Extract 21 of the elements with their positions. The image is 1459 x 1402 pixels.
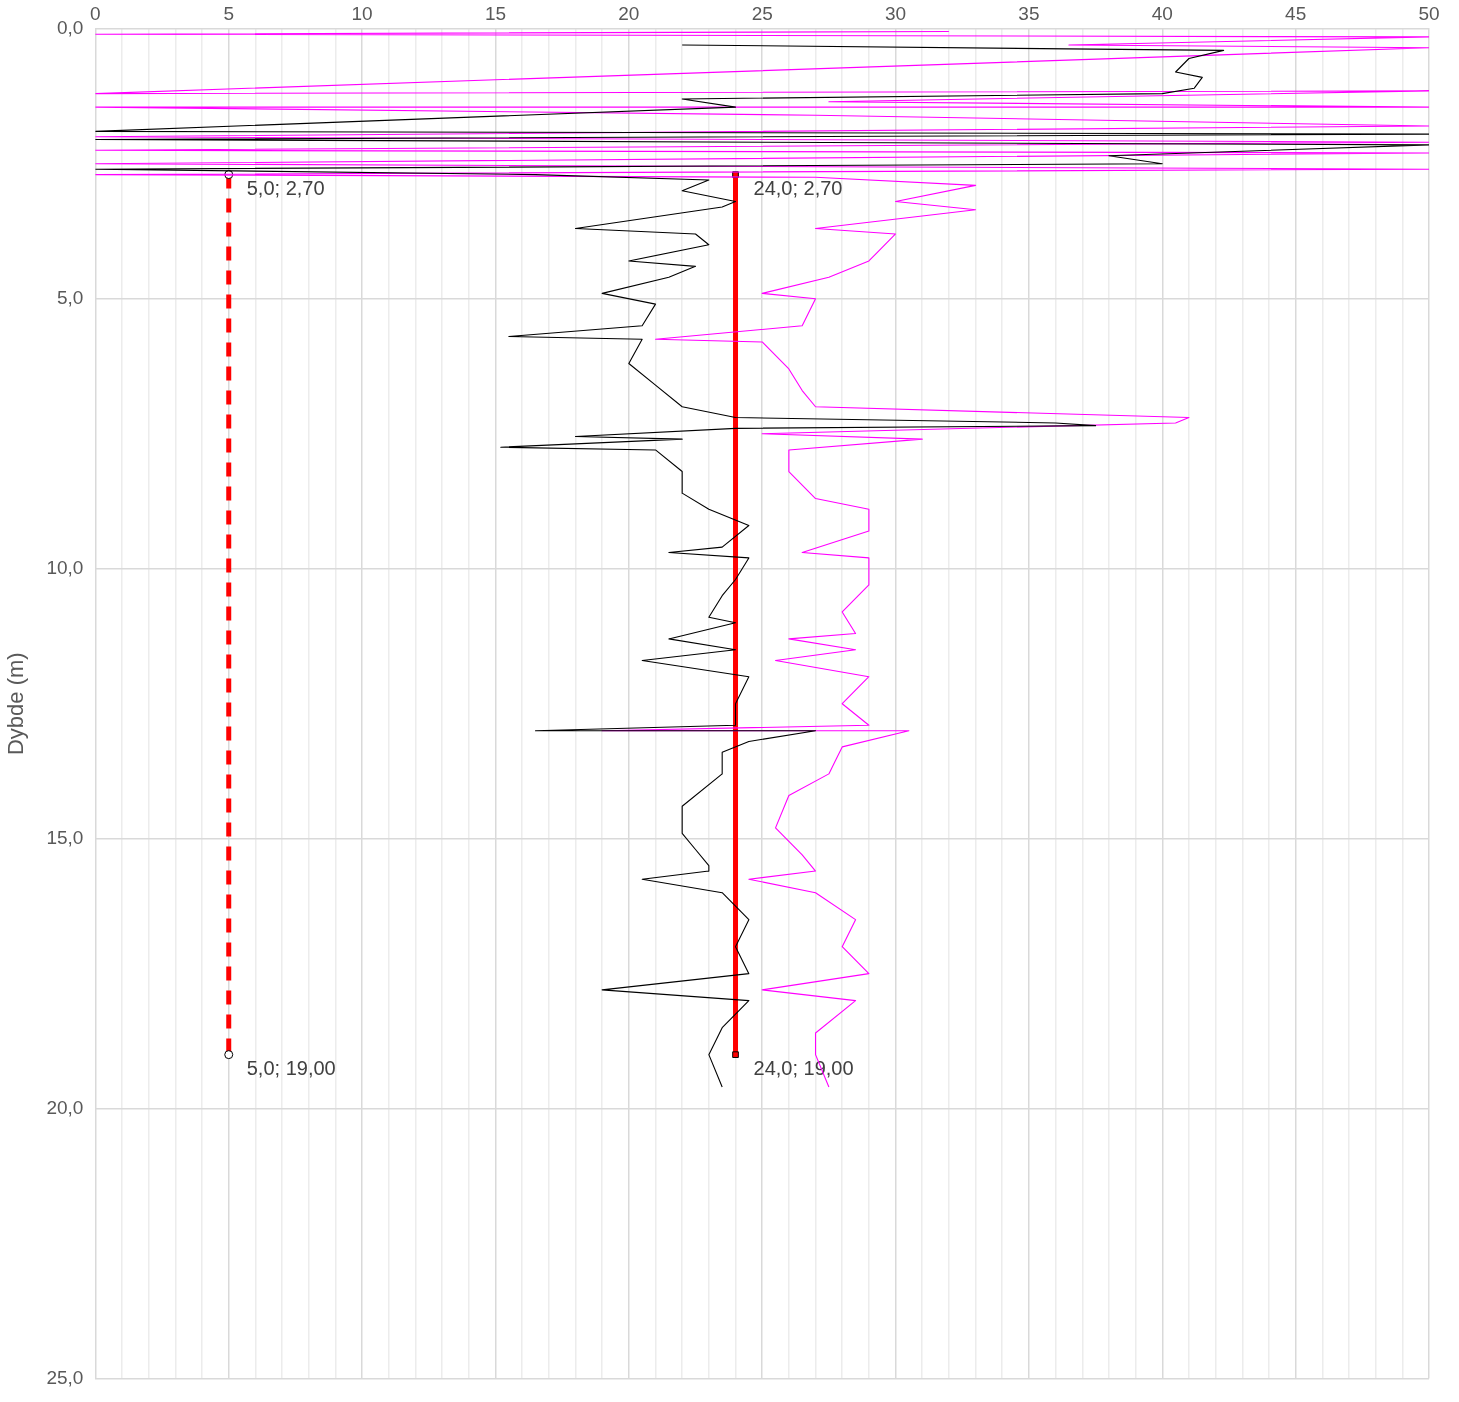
x-tick-label: 5 <box>223 2 235 24</box>
y-axis-title: Dybde (m) <box>3 652 29 756</box>
x-tick-label: 35 <box>1018 2 1040 24</box>
y-tick-label: 10,0 <box>46 556 84 578</box>
data-label: 5,0; 19,00 <box>246 1057 336 1080</box>
x-tick-label: 10 <box>351 2 373 24</box>
x-tick-label: 50 <box>1418 2 1440 24</box>
x-tick-label: 30 <box>884 2 907 24</box>
x-tick-label: 20 <box>618 2 640 24</box>
x-tick-label: 25 <box>751 2 773 24</box>
x-tick-label: 45 <box>1285 2 1307 24</box>
y-tick-label: 5,0 <box>56 286 84 308</box>
data-label: 5,0; 2,70 <box>246 177 325 200</box>
y-tick-label: 20,0 <box>46 1096 84 1118</box>
x-tick-label: 40 <box>1151 2 1173 24</box>
x-tick-label: 0 <box>90 2 101 24</box>
data-label: 24,0; 2,70 <box>753 177 843 200</box>
y-tick-label: 15,0 <box>46 826 84 848</box>
y-tick-label: 25,0 <box>46 1366 84 1388</box>
x-tick-label: 15 <box>484 2 507 24</box>
y-tick-label: 0,0 <box>56 17 84 39</box>
